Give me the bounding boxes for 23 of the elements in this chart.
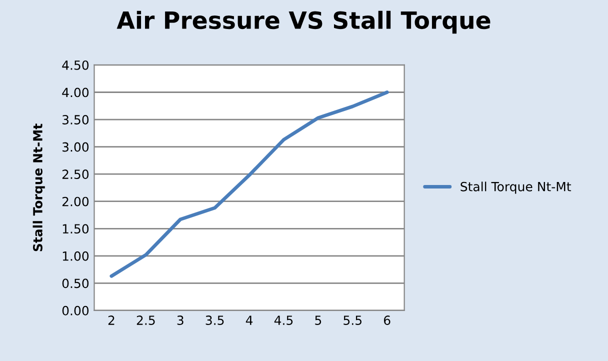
y-tick-label: 2.50 [62, 170, 89, 180]
chart-title: Air Pressure VS Stall Torque [116, 10, 490, 34]
line-series [110, 90, 389, 278]
y-tick-label: 3.50 [62, 115, 89, 124]
y-tick-label: 0.00 [62, 306, 89, 316]
x-tick-label: 5.5 [344, 316, 362, 325]
x-tick-label: 2.5 [136, 316, 155, 325]
x-tick-label: 6 [384, 316, 390, 325]
y-tick-label: 3.00 [62, 142, 89, 152]
x-tick-label: 4.5 [274, 316, 293, 325]
y-tick-label: 4.00 [62, 88, 89, 98]
x-tick-label: 4 [246, 316, 253, 325]
y-tick-label: 1.00 [62, 251, 89, 261]
y-tick-label: 4.50 [62, 60, 89, 70]
x-tick-label: 5 [315, 316, 322, 325]
y-tick-label: 0.50 [62, 278, 89, 288]
y-tick-label: 2.00 [62, 196, 89, 206]
x-tick-label: 3 [177, 316, 184, 325]
x-tick-label: 2 [108, 316, 114, 325]
legend-label: Stall Torque Nt-Mt [460, 182, 572, 194]
y-tick-label: 1.50 [62, 224, 89, 234]
y-axis-title: Stall Torque Nt-Mt [32, 124, 45, 252]
x-tick-label: 3.5 [206, 316, 224, 325]
